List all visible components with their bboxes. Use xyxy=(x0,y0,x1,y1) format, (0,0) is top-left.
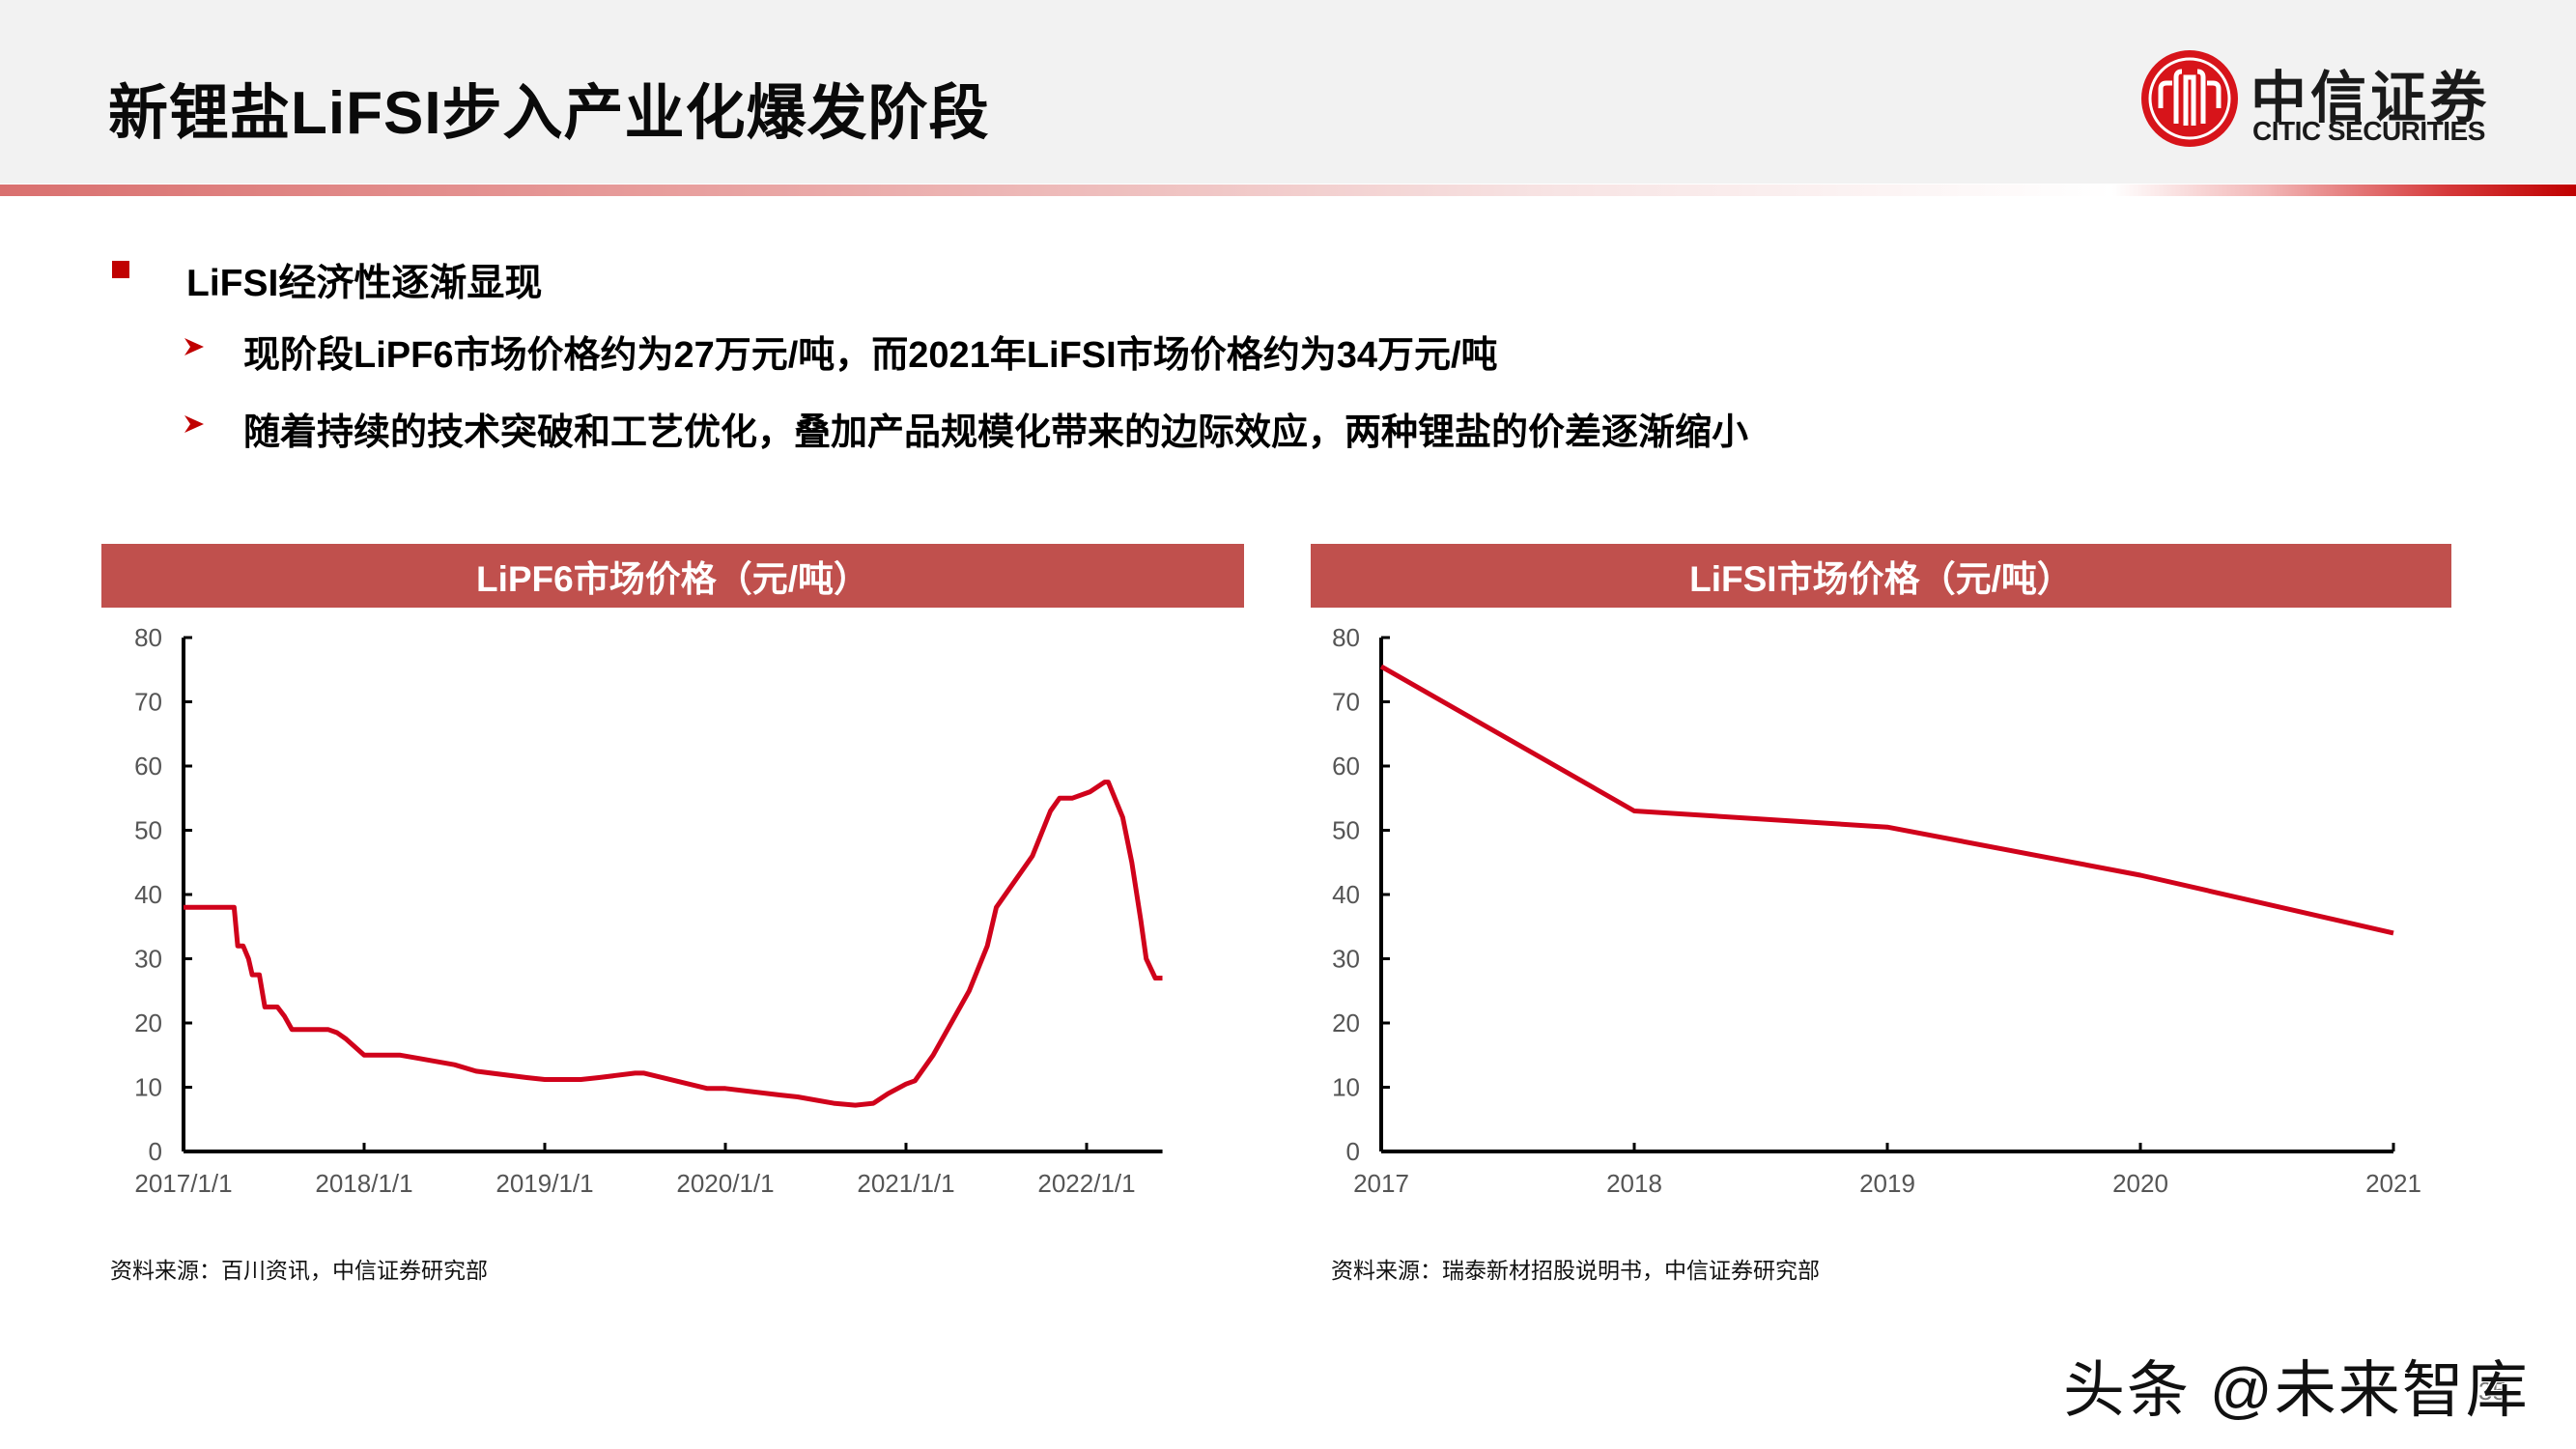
y-tick-label: 50 xyxy=(1332,816,1360,845)
x-tick-label: 2022/1/1 xyxy=(1037,1169,1135,1198)
x-tick-label: 2019/1/1 xyxy=(495,1169,593,1198)
y-tick-label: 50 xyxy=(134,816,162,845)
y-tick-label: 70 xyxy=(1332,688,1360,717)
sub-bullet-text: 随着持续的技术突破和工艺优化，叠加产品规模化带来的边际效应，两种锂盐的价差逐渐缩… xyxy=(243,412,1749,453)
company-logo: 中信证券 CITIC SECURITIES xyxy=(2139,48,2526,155)
x-tick-label: 2017/1/1 xyxy=(134,1169,232,1198)
x-tick-label: 2017 xyxy=(1353,1169,1409,1198)
y-tick-label: 0 xyxy=(1346,1137,1360,1166)
citic-logo-icon xyxy=(2141,50,2238,147)
x-tick-label: 2020 xyxy=(2112,1169,2168,1198)
lifsi-chart-header: LiFSI市场价格（元/吨） xyxy=(1311,544,2451,608)
y-tick-label: 80 xyxy=(134,623,162,652)
y-tick-label: 60 xyxy=(134,752,162,781)
y-tick-label: 40 xyxy=(1332,880,1360,909)
y-tick-label: 40 xyxy=(134,880,162,909)
lipf6-price-chart: 0 10 20 30 40 50 60 70 80 2017/1/1 2018/1/1 2019/1/… xyxy=(134,623,1163,1198)
y-tick-label: 0 xyxy=(149,1137,162,1166)
logo-english-name: CITIC SECURITIES xyxy=(2252,116,2485,146)
x-tick-label: 2021 xyxy=(2365,1169,2421,1198)
x-tick-label: 2018/1/1 xyxy=(315,1169,412,1198)
lifsi-price-line xyxy=(1379,664,2394,936)
y-tick-label: 60 xyxy=(1332,752,1360,781)
x-tick-label: 2018 xyxy=(1606,1169,1662,1198)
y-tick-label: 80 xyxy=(1332,623,1360,652)
y-tick-label: 30 xyxy=(134,945,162,974)
lifsi-price-chart: 0 10 20 30 40 50 60 70 80 2017 2018 2019 2020 2021 xyxy=(1332,623,2421,1198)
y-tick-label: 20 xyxy=(1332,1009,1360,1037)
lipf6-chart-header: LiPF6市场价格（元/吨） xyxy=(101,544,1244,608)
x-tick-label: 2021/1/1 xyxy=(857,1169,954,1198)
y-tick-label: 70 xyxy=(134,688,162,717)
main-bullet-text: LiFSI经济性逐渐显现 xyxy=(186,263,543,304)
y-tick-label: 10 xyxy=(134,1073,162,1102)
x-tick-label: 2019 xyxy=(1859,1169,1915,1198)
y-tick-label: 20 xyxy=(134,1009,162,1037)
lipf6-chart-source: 资料来源：百川资讯，中信证券研究部 xyxy=(110,1258,488,1283)
page-number: 35 xyxy=(2478,1377,2506,1406)
square-bullet-icon xyxy=(112,261,129,278)
arrowhead-bullet-icon xyxy=(184,415,204,433)
page-title: 新锂盐LiFSI步入产业化爆发阶段 xyxy=(108,80,990,147)
y-tick-label: 30 xyxy=(1332,945,1360,974)
sub-bullet-text: 现阶段LiPF6市场价格约为27万元/吨，而2021年LiFSI市场价格约为34… xyxy=(243,335,1498,376)
arrowhead-bullet-icon xyxy=(184,338,204,355)
lipf6-price-line xyxy=(184,780,1163,1108)
watermark: 头条 @未来智库 xyxy=(2063,1355,2530,1425)
x-tick-label: 2020/1/1 xyxy=(676,1169,774,1198)
lifsi-chart-source: 资料来源：瑞泰新材招股说明书，中信证券研究部 xyxy=(1331,1258,1820,1283)
header-divider xyxy=(0,185,2576,196)
logo-chinese-name: 中信证券 xyxy=(2250,65,2491,130)
y-tick-label: 10 xyxy=(1332,1073,1360,1102)
